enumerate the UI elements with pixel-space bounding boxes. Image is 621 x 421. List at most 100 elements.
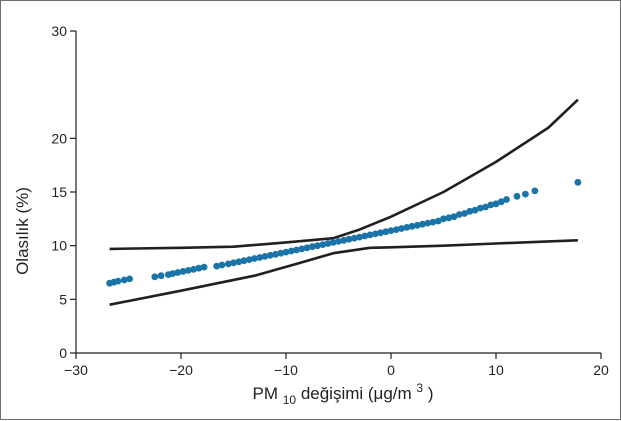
data-point <box>345 235 353 243</box>
data-point <box>574 178 582 186</box>
data-point <box>419 220 426 228</box>
data-point <box>298 245 306 253</box>
data-point <box>169 270 177 277</box>
data-point <box>126 275 133 283</box>
y-ticks: 0 5 10 15 20 30 <box>51 23 76 361</box>
data-point <box>314 242 321 250</box>
data-point <box>282 248 290 256</box>
data-point <box>361 232 369 240</box>
data-point <box>251 255 258 262</box>
x-tick-label: 0 <box>387 362 395 378</box>
data-point <box>230 259 237 267</box>
data-point <box>413 221 421 229</box>
data-point <box>329 239 337 246</box>
data-point <box>179 268 187 275</box>
data-point <box>261 253 269 260</box>
x-tick-label: 10 <box>488 362 504 378</box>
y-tick-label: 5 <box>59 291 67 307</box>
data-point <box>319 241 327 249</box>
data-point <box>293 246 300 254</box>
data-point <box>387 227 395 235</box>
y-tick-label: 20 <box>51 130 67 146</box>
data-point <box>403 224 411 231</box>
data-points <box>106 178 582 287</box>
data-point <box>303 244 311 252</box>
data-point <box>151 273 159 281</box>
data-point <box>245 256 253 263</box>
data-point <box>377 229 384 237</box>
data-point <box>256 254 264 261</box>
x-axis-title-prefix: PM <box>252 384 278 403</box>
data-point <box>184 267 192 274</box>
x-tick-label: −30 <box>64 362 88 378</box>
x-axis-title-middle: değişimi (μg/m <box>301 384 412 403</box>
data-point <box>350 234 358 242</box>
data-point <box>174 269 182 276</box>
data-point <box>335 238 342 245</box>
data-point <box>356 233 363 241</box>
confidence-lines <box>109 98 579 306</box>
data-point <box>440 215 447 223</box>
x-axis-title-suffix: ) <box>428 384 434 403</box>
confidence-line-1 <box>109 98 579 251</box>
data-point <box>382 228 390 236</box>
data-point <box>266 251 274 259</box>
data-point <box>235 258 243 266</box>
y-tick-label: 0 <box>59 345 67 361</box>
data-point <box>114 277 122 285</box>
y-tick-label: 10 <box>51 238 67 254</box>
x-tick-label: −20 <box>169 362 193 378</box>
data-point <box>190 265 198 273</box>
data-point <box>218 261 226 269</box>
data-point <box>157 272 165 280</box>
data-point <box>224 260 232 268</box>
data-point <box>476 204 484 212</box>
data-point <box>287 247 295 255</box>
data-point <box>308 243 316 251</box>
data-point <box>497 198 505 206</box>
data-point <box>445 214 453 222</box>
data-point <box>398 225 405 232</box>
data-point <box>482 203 489 211</box>
y-tick-label: 30 <box>51 23 67 39</box>
data-point <box>392 226 400 234</box>
data-point <box>213 262 221 270</box>
data-point <box>471 206 479 214</box>
data-point <box>455 211 463 218</box>
x-tick-label: 20 <box>593 362 609 378</box>
data-point <box>424 219 432 227</box>
data-point <box>513 192 521 200</box>
data-point <box>466 207 474 215</box>
data-point <box>200 263 208 271</box>
confidence-line-2 <box>109 239 578 306</box>
data-point <box>429 218 437 226</box>
data-point <box>522 190 529 198</box>
y-axis-title: Olasılık (%) <box>13 187 32 275</box>
data-point <box>450 213 458 221</box>
data-point <box>120 276 128 284</box>
data-point <box>195 264 203 272</box>
x-tick-label: −10 <box>274 362 298 378</box>
x-ticks: −30 −20 −10 0 10 20 <box>64 353 609 378</box>
data-point <box>487 201 495 209</box>
data-point <box>408 222 416 230</box>
data-point <box>434 217 442 225</box>
data-point <box>531 187 539 195</box>
y-tick-label: 15 <box>51 184 67 200</box>
data-point <box>461 210 468 217</box>
data-point <box>324 240 332 247</box>
data-point <box>366 231 374 239</box>
data-point <box>340 236 348 244</box>
data-point <box>272 250 279 258</box>
data-point <box>240 257 248 265</box>
data-point <box>277 249 285 257</box>
data-point <box>503 196 510 203</box>
data-point <box>371 230 379 238</box>
data-point <box>492 200 500 208</box>
x-axis-title: PM 10 değişimi (μg/m 3 ) <box>252 377 433 408</box>
axis-lines <box>75 31 601 354</box>
x-axis-title-sup: 3 <box>416 381 423 395</box>
axes <box>75 31 601 354</box>
